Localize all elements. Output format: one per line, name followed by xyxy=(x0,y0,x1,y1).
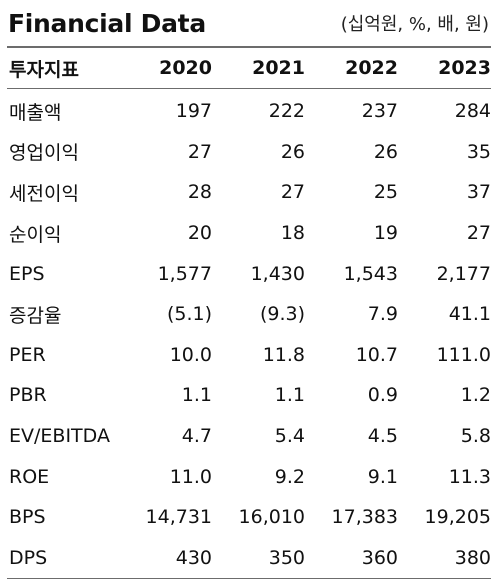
table-cell: 19 xyxy=(373,222,398,245)
table-cell: 197 xyxy=(175,100,212,123)
table-cell: 11.3 xyxy=(448,465,491,488)
financial-table-body: 매출액 197 222 237 284 영업이익 27 26 26 35 세전이익 28 27 25 37 순… xyxy=(7,89,491,578)
table-cell: 16,010 xyxy=(238,506,305,529)
column-header-2021: 2021 xyxy=(252,57,305,79)
table-cell: 35 xyxy=(466,140,491,163)
unit-note: (십억원, %, 배, 원) xyxy=(340,14,489,35)
table-cell: 11.0 xyxy=(169,465,212,488)
table-cell: 0.9 xyxy=(367,384,398,407)
table-row: 증감율 (5.1) (9.3) 7.9 41.1 xyxy=(7,294,491,335)
table-row: DPS 430 350 360 380 xyxy=(7,538,491,579)
table-row: PER 10.0 11.8 10.7 111.0 xyxy=(7,335,491,376)
title-bar: Financial Data (십억원, %, 배, 원) xyxy=(7,0,491,46)
table-cell: 222 xyxy=(268,100,305,123)
row-label: 증감율 xyxy=(9,304,62,327)
row-label: 매출액 xyxy=(9,101,62,124)
table-row: PBR 1.1 1.1 0.9 1.2 xyxy=(7,375,491,416)
column-header-2023: 2023 xyxy=(438,57,491,79)
table-cell: 26 xyxy=(280,140,305,163)
row-label: DPS xyxy=(9,546,48,569)
table-cell: 37 xyxy=(466,181,491,204)
table-body: 매출액 197 222 237 284 영업이익 27 26 26 35 세전이익 28 27 25 37 순… xyxy=(7,89,491,578)
column-header-metric: 투자지표 xyxy=(9,58,79,81)
table-cell: 284 xyxy=(454,100,491,123)
table-row: ROE 11.0 9.2 9.1 11.3 xyxy=(7,456,491,497)
bottom-divider xyxy=(7,578,491,580)
table-cell: 18 xyxy=(280,222,305,245)
table-cell: 11.8 xyxy=(262,343,305,366)
table-cell: 7.9 xyxy=(367,303,398,326)
table-cell: 2,177 xyxy=(436,262,491,285)
row-label: 세전이익 xyxy=(9,182,79,205)
table-cell: 17,383 xyxy=(331,506,398,529)
financial-table: 투자지표 2020 2021 2022 2023 xyxy=(7,48,491,88)
table-cell: 350 xyxy=(268,546,305,569)
row-label: EPS xyxy=(9,262,45,285)
row-label: EV/EBITDA xyxy=(9,425,110,448)
top-divider xyxy=(7,46,491,48)
table-row: 순이익 20 18 19 27 xyxy=(7,213,491,254)
table-cell: 1.2 xyxy=(460,384,491,407)
table-cell: 5.4 xyxy=(274,425,305,448)
table-cell: 25 xyxy=(373,181,398,204)
table-cell: 430 xyxy=(175,546,212,569)
table-cell: 14,731 xyxy=(145,506,212,529)
table-row: BPS 14,731 16,010 17,383 19,205 xyxy=(7,497,491,538)
table-row: EV/EBITDA 4.7 5.4 4.5 5.8 xyxy=(7,416,491,457)
table-cell: 27 xyxy=(466,222,491,245)
table-cell: 4.7 xyxy=(181,425,212,448)
table-cell: 1,430 xyxy=(250,262,305,285)
table-cell: 1,577 xyxy=(157,262,212,285)
column-header-2020: 2020 xyxy=(159,57,212,79)
table-header: 투자지표 2020 2021 2022 2023 xyxy=(7,48,491,88)
table-cell: 380 xyxy=(454,546,491,569)
table-row: EPS 1,577 1,430 1,543 2,177 xyxy=(7,253,491,294)
header-row: 투자지표 2020 2021 2022 2023 xyxy=(7,48,491,88)
table-cell: 360 xyxy=(361,546,398,569)
table-cell: 1,543 xyxy=(343,262,398,285)
table-cell: 28 xyxy=(187,181,212,204)
table-cell: (5.1) xyxy=(166,303,212,326)
table-cell: 237 xyxy=(361,100,398,123)
table-cell: 27 xyxy=(280,181,305,204)
table-cell: 26 xyxy=(373,140,398,163)
table-cell: (9.3) xyxy=(259,303,305,326)
table-cell: 1.1 xyxy=(181,384,212,407)
table-cell: 19,205 xyxy=(424,506,491,529)
row-label: 순이익 xyxy=(9,223,62,246)
header-divider xyxy=(7,88,491,89)
table-cell: 41.1 xyxy=(448,303,491,326)
page-title: Financial Data xyxy=(8,8,206,38)
column-header-2022: 2022 xyxy=(345,57,398,79)
table-cell: 20 xyxy=(187,222,212,245)
table-cell: 9.1 xyxy=(367,465,398,488)
table-cell: 4.5 xyxy=(367,425,398,448)
row-label: BPS xyxy=(9,506,46,529)
table-cell: 10.0 xyxy=(169,343,212,366)
row-label: PER xyxy=(9,343,46,366)
row-label: 영업이익 xyxy=(9,142,79,165)
table-row: 영업이익 27 26 26 35 xyxy=(7,132,491,173)
table-cell: 10.7 xyxy=(355,343,398,366)
table-row: 세전이익 28 27 25 37 xyxy=(7,172,491,213)
table-row: 매출액 197 222 237 284 xyxy=(7,89,491,132)
table-cell: 9.2 xyxy=(274,465,305,488)
table-cell: 1.1 xyxy=(274,384,305,407)
row-label: PBR xyxy=(9,384,47,407)
row-label: ROE xyxy=(9,465,50,488)
table-cell: 27 xyxy=(187,140,212,163)
table-cell: 111.0 xyxy=(436,343,491,366)
table-cell: 5.8 xyxy=(460,425,491,448)
